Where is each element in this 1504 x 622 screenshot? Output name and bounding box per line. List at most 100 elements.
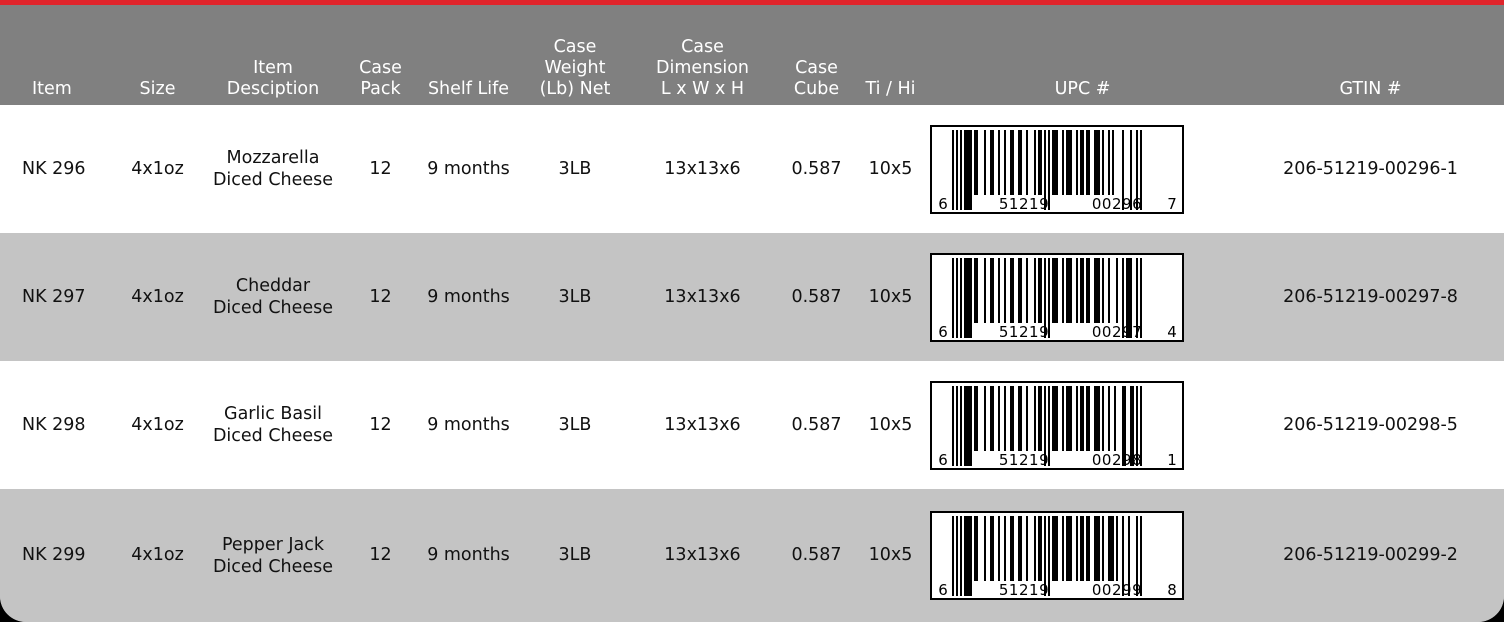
barcode-bar <box>1076 129 1078 195</box>
barcode-bar <box>1108 257 1110 323</box>
cell-case-cube: 0.587 <box>780 105 853 233</box>
header-upc: UPC # <box>928 5 1237 105</box>
barcode-digits: 00296 <box>1092 195 1142 212</box>
barcode-digits: 6 <box>938 451 948 468</box>
barcode-bar <box>1128 516 1130 596</box>
cell-gtin: 206-51219-00298-5 <box>1237 361 1504 489</box>
barcode-bar <box>1114 385 1116 451</box>
barcode-bar <box>974 129 978 195</box>
barcode-bar <box>1038 129 1042 195</box>
barcode-bar <box>1094 257 1100 323</box>
barcode-bar <box>990 516 994 581</box>
barcode-bar <box>990 257 994 323</box>
barcode-bar <box>952 257 954 338</box>
barcode-bar <box>952 385 954 466</box>
cell-upc: 6 51219 00298 1 <box>928 361 1237 489</box>
barcode-bar <box>1066 129 1072 195</box>
barcode-bar <box>1010 385 1014 451</box>
barcode-bar <box>964 129 972 210</box>
cell-upc: 6 51219 00299 8 <box>928 489 1237 622</box>
cell-description: Pepper Jack Diced Cheese <box>197 489 349 622</box>
barcode-bar <box>1038 385 1042 451</box>
barcode-bar <box>1048 257 1050 338</box>
barcode-bar <box>1004 257 1006 323</box>
barcode-bar <box>998 385 1000 451</box>
barcode-digits: 4 <box>1167 323 1177 340</box>
cell-size: 4x1oz <box>118 361 197 489</box>
header-gtin: GTIN # <box>1237 5 1504 105</box>
cell-case-weight: 3LB <box>525 489 625 622</box>
barcode-bar <box>1076 257 1078 323</box>
barcode-bar <box>1094 129 1100 195</box>
barcode-bar <box>1126 257 1132 338</box>
barcode-bar <box>1048 129 1050 210</box>
barcode-bar <box>952 129 954 210</box>
table-row: NK 296 4x1oz Mozzarella Diced Cheese 12 … <box>0 105 1504 233</box>
barcode-bar <box>984 129 986 195</box>
cell-size: 4x1oz <box>118 105 197 233</box>
barcode-bar <box>984 516 986 581</box>
barcode-bar <box>1086 516 1090 581</box>
barcode-bar <box>1034 516 1036 581</box>
barcode-bar <box>1122 385 1126 466</box>
barcode-bar <box>1140 385 1142 466</box>
header-row: Item Size Item Desciption Case Pack Shel… <box>0 5 1504 105</box>
barcode-bar <box>960 129 962 210</box>
barcode-bar <box>1018 385 1022 451</box>
cell-ti-hi: 10x5 <box>853 105 928 233</box>
barcode-bar <box>1102 257 1104 323</box>
barcode-bar <box>1094 385 1100 451</box>
barcode-bar <box>984 257 986 323</box>
barcode-graphic: 6 51219 00298 1 <box>938 385 1177 468</box>
cell-shelf-life: 9 months <box>412 233 525 361</box>
cell-gtin: 206-51219-00297-8 <box>1237 233 1504 361</box>
cell-gtin: 206-51219-00299-2 <box>1237 489 1504 622</box>
cell-description: Garlic Basil Diced Cheese <box>197 361 349 489</box>
barcode-bar <box>956 516 958 596</box>
barcode-digits: 00297 <box>1092 323 1142 340</box>
barcode-bar <box>1080 385 1084 451</box>
barcode-bar <box>1122 257 1124 338</box>
barcode-bar <box>998 516 1000 581</box>
barcode-bar <box>956 385 958 466</box>
barcode-digits: 00299 <box>1092 581 1142 598</box>
barcode-bar <box>1122 516 1124 596</box>
barcode-bar <box>1108 129 1110 195</box>
barcode-bar <box>1038 257 1042 323</box>
barcode-bar <box>1116 516 1118 581</box>
barcode-bar <box>960 516 962 596</box>
barcode-bar <box>1086 385 1090 451</box>
barcode-bar <box>1018 129 1022 195</box>
cell-ti-hi: 10x5 <box>853 489 928 622</box>
barcode-bar <box>974 516 978 581</box>
barcode-bar <box>1044 516 1046 596</box>
barcode-bar <box>984 385 986 451</box>
barcode-digits: 1 <box>1167 451 1177 468</box>
cell-case-cube: 0.587 <box>780 233 853 361</box>
table-row: NK 297 4x1oz Cheddar Diced Cheese 12 9 m… <box>0 233 1504 361</box>
header-case-pack: Case Pack <box>349 5 412 105</box>
cell-ti-hi: 10x5 <box>853 233 928 361</box>
barcode-graphic: 6 51219 00296 7 <box>938 129 1177 212</box>
cell-case-dimension: 13x13x6 <box>625 233 780 361</box>
barcode-bar <box>1140 516 1142 596</box>
barcode-graphic: 6 51219 00299 8 <box>938 516 1177 598</box>
barcode-bar <box>1122 129 1124 210</box>
cell-case-cube: 0.587 <box>780 361 853 489</box>
barcode-bar <box>1052 257 1058 323</box>
cell-shelf-life: 9 months <box>412 489 525 622</box>
barcode-digits: 51219 <box>999 323 1049 340</box>
barcode-bar <box>1080 257 1084 323</box>
barcode-bar <box>1044 385 1046 466</box>
header-size: Size <box>118 5 197 105</box>
barcode-bar <box>1102 129 1104 195</box>
upc-barcode: 6 51219 00299 8 <box>930 511 1184 600</box>
barcode-bar <box>990 385 994 451</box>
cell-description: Mozzarella Diced Cheese <box>197 105 349 233</box>
barcode-digits: 7 <box>1167 195 1177 212</box>
cell-case-dimension: 13x13x6 <box>625 489 780 622</box>
cell-gtin: 206-51219-00296-1 <box>1237 105 1504 233</box>
barcode-bar <box>1102 385 1104 451</box>
barcode-bar <box>998 129 1000 195</box>
